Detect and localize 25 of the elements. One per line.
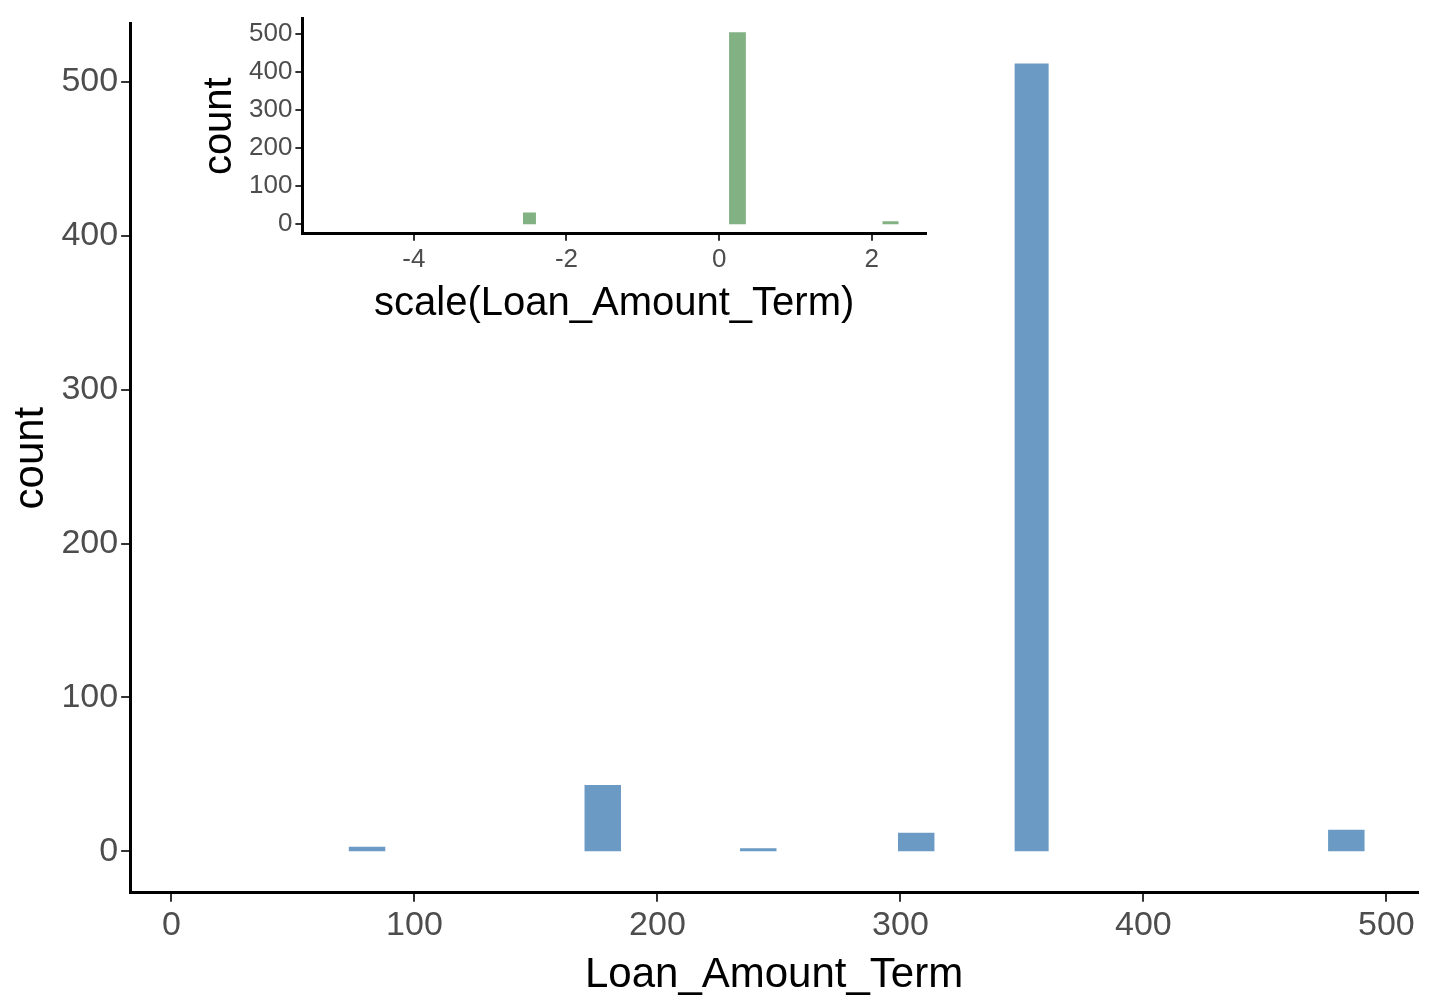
y-tick-label: 100 bbox=[248, 169, 293, 200]
x-axis-title: scale(Loan_Amount_Term) bbox=[374, 279, 855, 324]
y-tick-label: 400 bbox=[248, 55, 293, 86]
y-tick-label: 300 bbox=[61, 368, 119, 406]
y-tick-label: 500 bbox=[248, 17, 293, 48]
y-tick-label: 300 bbox=[248, 93, 293, 124]
y-axis-title: count bbox=[195, 77, 240, 176]
y-axis-title: count bbox=[4, 406, 52, 510]
x-axis-title: Loan_Amount_Term bbox=[584, 949, 964, 997]
y-tick-label: 100 bbox=[61, 675, 119, 714]
x-tick-label: 2 bbox=[864, 242, 880, 273]
x-tick-label: 100 bbox=[386, 903, 443, 942]
x-tick-label: -4 bbox=[402, 242, 426, 273]
y-tick-label: 0 bbox=[277, 207, 293, 238]
x-tick-label: 400 bbox=[1115, 903, 1172, 942]
x-tick-label: 300 bbox=[872, 903, 929, 942]
y-tick-label: 500 bbox=[61, 60, 119, 99]
y-tick-label: 200 bbox=[61, 521, 119, 560]
x-tick-label: 200 bbox=[629, 903, 686, 942]
x-tick-label: 0 bbox=[711, 242, 727, 273]
x-tick-label: 0 bbox=[161, 903, 181, 942]
x-tick-label: -2 bbox=[554, 242, 579, 273]
y-tick-label: 200 bbox=[248, 131, 293, 162]
y-tick-label: 0 bbox=[99, 829, 119, 868]
x-tick-label: 500 bbox=[1358, 903, 1415, 942]
